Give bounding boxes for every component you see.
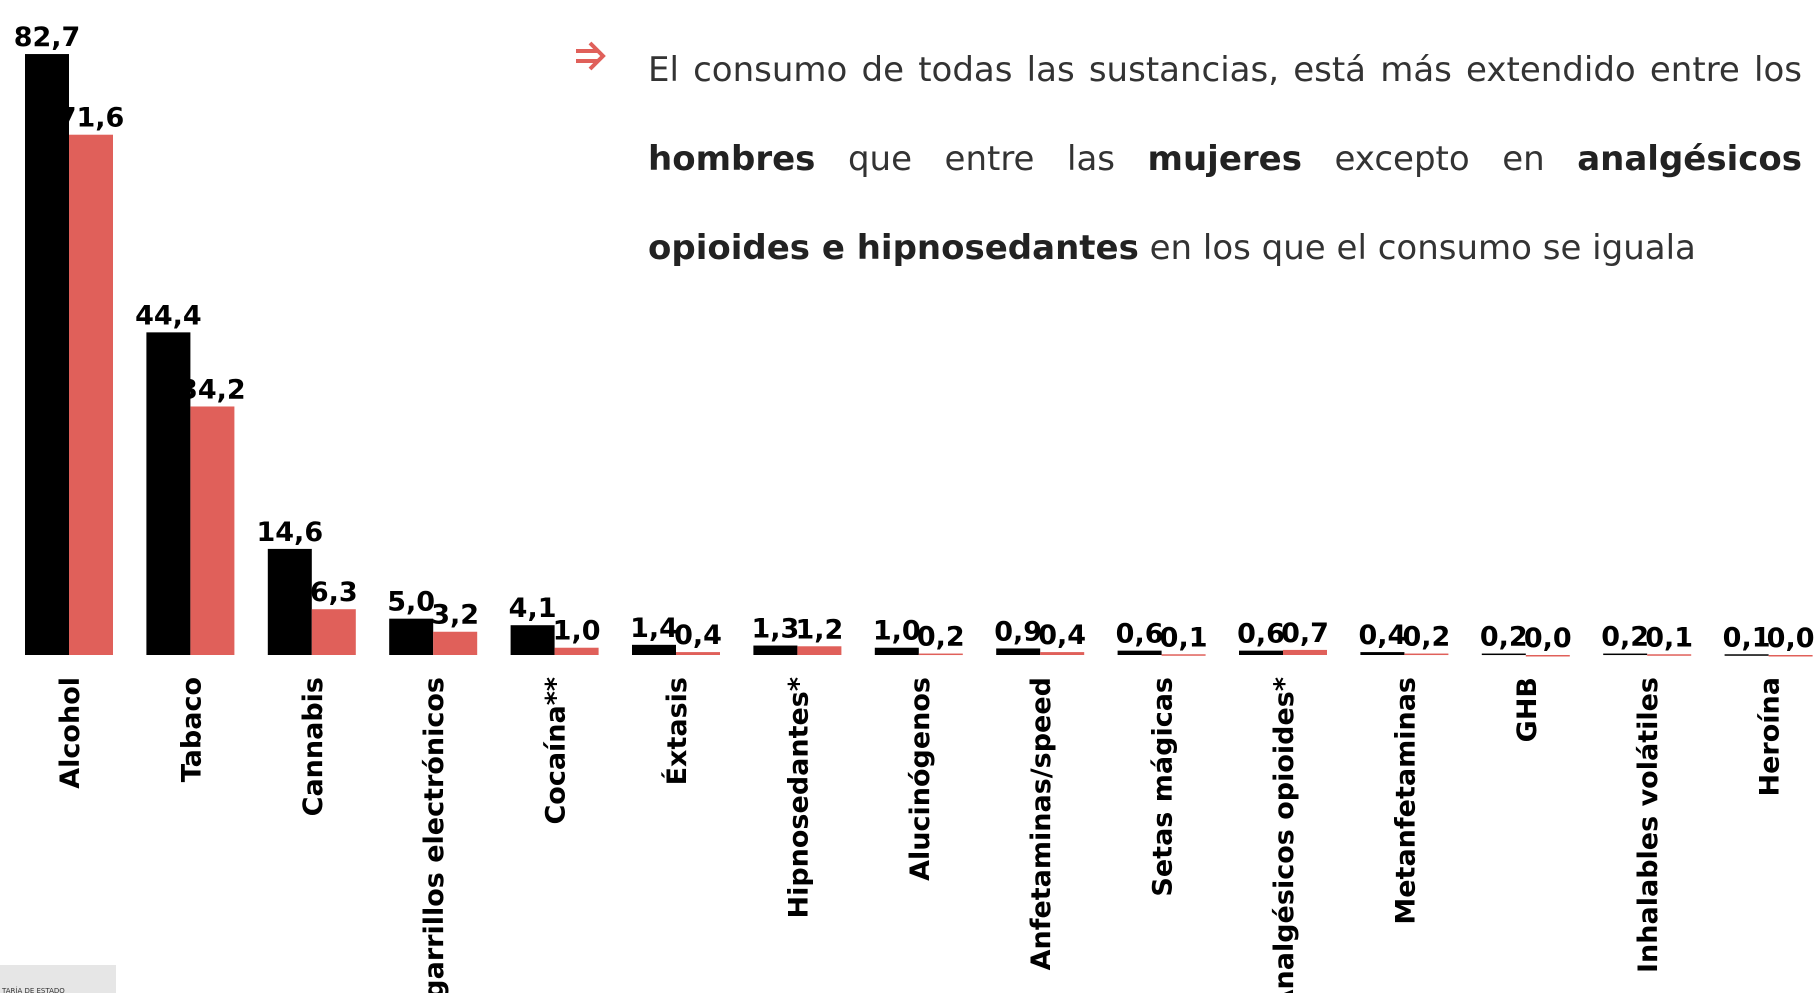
x-tick-label: Setas mágicas	[1148, 677, 1179, 897]
value-label: 0,2	[1480, 622, 1528, 653]
value-label: 1,0	[873, 616, 921, 647]
value-label: 0,1	[1160, 622, 1208, 653]
bar	[1724, 654, 1769, 656]
value-label: 1,0	[553, 616, 601, 647]
bar	[389, 618, 434, 655]
bar	[676, 652, 720, 655]
value-label: 34,2	[179, 374, 246, 405]
annotation-run: excepto en	[1301, 139, 1578, 179]
x-tick-label: Hipnosedantes*	[783, 677, 814, 919]
logo: TARÍA DE ESTADO	[0, 965, 116, 995]
value-label: 5,0	[387, 587, 435, 618]
value-label: 4,1	[509, 593, 557, 624]
value-label: 0,0	[1524, 623, 1572, 654]
value-label: 6,3	[310, 577, 358, 608]
value-label: 3,2	[431, 600, 479, 631]
x-tick-label: Inhalables volátiles	[1633, 677, 1664, 973]
bar	[1481, 653, 1526, 656]
value-label: 0,2	[1601, 622, 1649, 653]
x-tick-label: Alcohol	[55, 677, 86, 789]
bar	[632, 644, 676, 655]
bar	[1161, 654, 1206, 656]
value-label: 0,4	[674, 620, 722, 651]
value-label: 0,0	[1767, 623, 1815, 654]
bar	[1525, 655, 1570, 657]
bar	[1040, 652, 1085, 655]
x-tick-label: Heroína	[1755, 677, 1786, 796]
bar	[996, 648, 1041, 655]
value-label: 1,3	[751, 614, 799, 645]
bar	[1117, 650, 1162, 655]
value-label: 1,4	[630, 613, 678, 644]
value-label: 1,2	[795, 614, 843, 645]
bar	[433, 631, 478, 655]
value-label: 0,4	[1358, 620, 1406, 651]
bar	[874, 647, 919, 655]
x-tick-label: Metanfetaminas	[1390, 677, 1421, 925]
annotation-run: que entre las	[815, 139, 1148, 179]
x-tick-label: Anfetaminas/speed	[1026, 677, 1057, 970]
value-label: 0,1	[1645, 622, 1693, 653]
value-label: 0,9	[994, 616, 1042, 647]
bar	[190, 406, 235, 655]
value-label: 14,6	[256, 517, 323, 548]
bar	[1647, 654, 1692, 656]
bar	[311, 609, 356, 655]
bar	[1360, 652, 1405, 655]
bar	[1239, 650, 1283, 655]
annotation-run: hombres	[648, 139, 816, 179]
bar	[1603, 653, 1648, 656]
value-label: 0,2	[917, 622, 965, 653]
value-label: 0,1	[1723, 622, 1771, 653]
bar	[797, 646, 842, 655]
value-label: 0,7	[1281, 618, 1329, 649]
bar	[753, 645, 798, 655]
bar	[267, 548, 312, 655]
annotation: El consumo de todas las sustancias, está…	[648, 26, 1802, 293]
value-label: 71,6	[58, 103, 125, 134]
x-tick-label: Cannabis	[298, 677, 329, 816]
annotation-run: El consumo de todas las sustancias, está…	[648, 50, 1802, 90]
x-tick-label: Analgésicos opioides*	[1269, 677, 1300, 993]
value-label: 0,2	[1402, 622, 1450, 653]
annotation-run: en los que el consumo se iguala	[1138, 228, 1696, 268]
bar	[510, 625, 555, 655]
x-tick-label: Éxtasis	[661, 677, 693, 785]
value-label: 44,4	[135, 300, 202, 331]
value-label: 0,6	[1116, 619, 1164, 650]
x-tick-label: Cocaína**	[541, 677, 572, 825]
bar	[1283, 649, 1327, 655]
bar	[69, 134, 113, 655]
bar	[146, 332, 191, 655]
value-label: 0,6	[1237, 619, 1285, 650]
x-tick-label: GHB	[1512, 677, 1543, 742]
value-label: 0,4	[1038, 620, 1086, 651]
bar	[554, 647, 599, 655]
bar	[918, 653, 963, 656]
annotation-run: analgésicos opioides e hipnosedantes	[648, 139, 1802, 268]
value-label: 82,7	[14, 22, 81, 53]
logo-text: TARÍA DE ESTADO	[2, 987, 65, 995]
x-tick-label: Tabaco	[176, 677, 207, 782]
bar	[1404, 653, 1449, 656]
x-tick-label: Cigarrillos electrónicos	[419, 677, 450, 993]
bar	[1768, 655, 1813, 657]
annotation-run: mujeres	[1147, 139, 1302, 179]
x-tick-label: Alucinógenos	[905, 677, 936, 881]
bar	[25, 54, 69, 655]
arrow-icon	[576, 41, 606, 71]
